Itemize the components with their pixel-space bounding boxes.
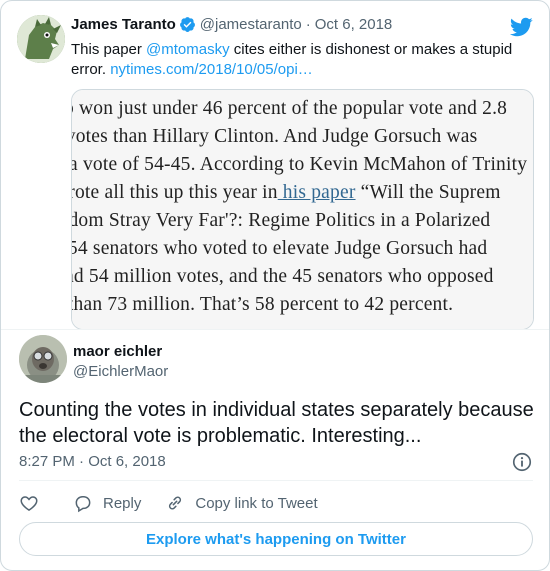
quoted-text-middle: cites either is dishonest or makes a stu… <box>71 41 513 78</box>
author-name[interactable]: maor eichler <box>73 343 163 360</box>
excerpt-line-1: up won just under 46 percent of the popu… <box>71 98 508 119</box>
article-screenshot-image[interactable]: up won just under 46 percent of the popu… <box>71 89 534 330</box>
quoted-tweet[interactable]: James Taranto @jamestaranto · Oct 6, 201… <box>17 9 537 330</box>
excerpt-his-paper-link: his paper <box>277 182 356 203</box>
tweet-timestamp[interactable]: 8:27 PM · Oct 6, 2018 <box>19 453 166 470</box>
quoted-author-name[interactable]: James Taranto <box>71 16 176 33</box>
action-bar: Reply Copy link to Tweet <box>19 492 342 514</box>
quoted-header: James Taranto @jamestaranto · Oct 6, 201… <box>71 16 392 33</box>
excerpt-line-5: eldom Stray Very Far'?: Regime Politics … <box>71 210 491 231</box>
quoted-author-avatar[interactable] <box>17 15 65 63</box>
like-button[interactable] <box>19 493 49 513</box>
explore-twitter-button[interactable]: Explore what's happening on Twitter <box>19 522 533 556</box>
reply-icon <box>75 496 91 513</box>
heart-icon <box>20 496 38 511</box>
verified-badge-icon <box>179 17 195 32</box>
author-handle[interactable]: @EichlerMaor <box>73 363 169 380</box>
info-icon[interactable] <box>511 451 533 473</box>
excerpt-line-4-tail: “Will the Suprem <box>355 182 501 203</box>
twitter-bird-icon[interactable] <box>509 15 533 39</box>
quoted-text-prefix: This paper <box>71 41 147 58</box>
excerpt-line-2: r votes than Hillary Clinton. And Judge … <box>71 126 478 147</box>
mention-link[interactable]: @mtomasky <box>146 41 230 58</box>
excerpt-line-8: e than 73 million. That’s 58 percent to … <box>71 294 454 315</box>
reply-label: Reply <box>103 494 142 512</box>
divider <box>1 329 549 330</box>
quoted-author-handle[interactable]: @jamestaranto <box>199 16 302 33</box>
excerpt-line-3: y a vote of 54-45. According to Kevin Mc… <box>71 154 528 175</box>
tweet-text: Counting the votes in individual states … <box>19 399 534 447</box>
copy-link-button[interactable]: Copy link to Tweet <box>165 493 318 513</box>
excerpt-line-6: e 54 senators who voted to elevate Judge… <box>71 238 488 259</box>
copy-link-label: Copy link to Tweet <box>195 494 318 512</box>
article-url-link[interactable]: nytimes.com/2018/10/05/opi… <box>110 61 313 78</box>
divider <box>19 480 533 481</box>
quoted-tweet-text: This paper @mtomasky cites either is dis… <box>71 40 531 80</box>
link-icon <box>169 496 182 510</box>
author-avatar[interactable] <box>19 335 67 383</box>
separator-dot: · <box>305 16 311 33</box>
excerpt-line-7: und 54 million votes, and the 45 senator… <box>71 266 494 287</box>
excerpt-line-4-head: wrote all this up this year in <box>71 182 278 203</box>
excerpt-line-4: wrote all this up this year in his paper… <box>71 182 501 204</box>
quoted-date[interactable]: Oct 6, 2018 <box>314 16 393 33</box>
reply-button[interactable]: Reply <box>73 493 141 513</box>
article-excerpt: up won just under 46 percent of the popu… <box>71 90 533 329</box>
